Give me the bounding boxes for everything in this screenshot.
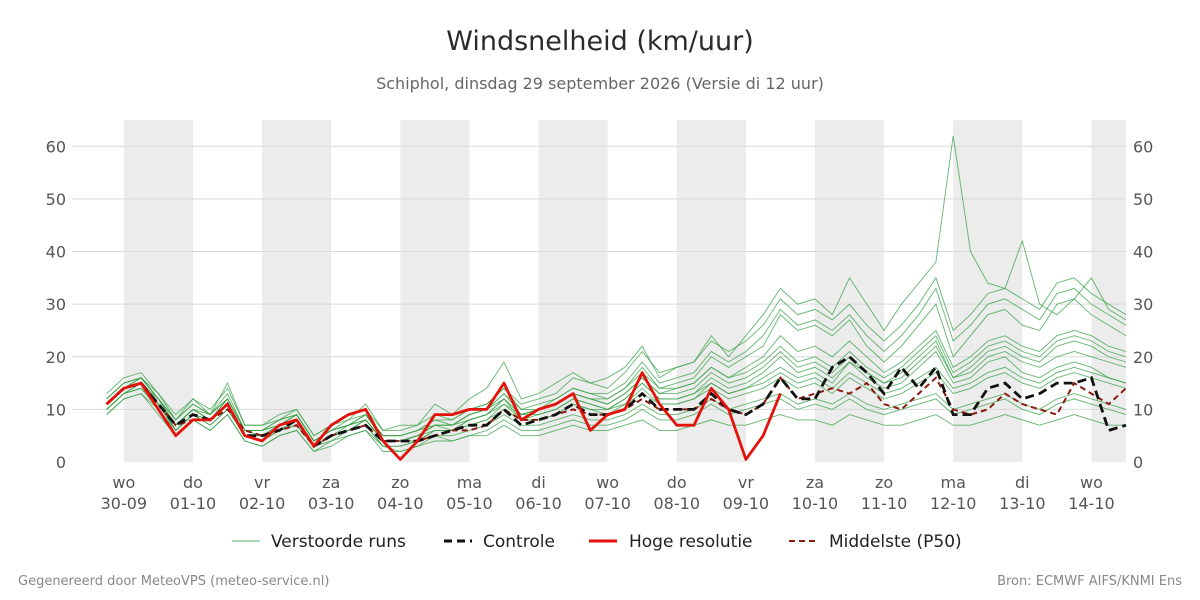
day-band (676, 120, 746, 462)
y-tick-label: 0 (56, 453, 66, 472)
day-band (538, 120, 608, 462)
y-tick-label: 20 (46, 348, 66, 367)
y-tick-label: 50 (1133, 190, 1153, 209)
x-tick-date: 07-10 (584, 494, 631, 513)
y-tick-label: 40 (46, 243, 66, 262)
x-tick-date: 06-10 (515, 494, 562, 513)
day-band (262, 120, 332, 462)
y-tick-label: 10 (1133, 400, 1153, 419)
x-tick-day: zo (391, 473, 409, 492)
y-tick-label: 0 (1133, 453, 1143, 472)
y-tick-label: 60 (46, 137, 66, 156)
chart-subtitle: Schiphol, dinsdag 29 september 2026 (Ver… (376, 74, 824, 93)
y-tick-label: 30 (46, 295, 66, 314)
y-tick-label: 30 (1133, 295, 1153, 314)
x-tick-day: di (531, 473, 546, 492)
x-tick-date: 02-10 (239, 494, 286, 513)
x-tick-day: za (806, 473, 824, 492)
day-band (953, 120, 1023, 462)
hires-line-group (105, 371, 782, 461)
y-tick-label: 50 (46, 190, 66, 209)
x-tick-day: do (667, 473, 687, 492)
day-band (1091, 120, 1126, 462)
x-tick-date: 11-10 (861, 494, 908, 513)
x-tick-date: 09-10 (723, 494, 770, 513)
chart-title: Windsnelheid (km/uur) (446, 26, 754, 57)
ensemble-line (106, 334, 1127, 442)
x-tick-day: zo (875, 473, 893, 492)
x-axis: wo 30-09 do 01-10 vr 02-10 za 03-10 zo 04-10 ma 05-… (101, 473, 1115, 513)
y-tick-label: 60 (1133, 137, 1153, 156)
x-tick-day: vr (738, 473, 754, 492)
x-tick-day: vr (254, 473, 270, 492)
x-tick-date: 03-10 (308, 494, 355, 513)
y-tick-label: 10 (46, 400, 66, 419)
x-tick-date: 14-10 (1068, 494, 1115, 513)
x-tick-day: wo (112, 473, 135, 492)
x-tick-day: di (1015, 473, 1030, 492)
x-tick-date: 13-10 (999, 494, 1046, 513)
x-tick-date: 04-10 (377, 494, 424, 513)
x-tick-date: 01-10 (170, 494, 217, 513)
x-tick-day: wo (596, 473, 619, 492)
x-tick-date: 30-09 (101, 494, 148, 513)
legend-label-hires: Hoge resolutie (629, 532, 753, 552)
x-tick-date: 12-10 (930, 494, 977, 513)
x-tick-day: do (183, 473, 203, 492)
y-tick-label: 40 (1133, 243, 1153, 262)
legend-label-ensemble: Verstoorde runs (271, 532, 406, 552)
footer-source: Bron: ECMWF AIFS/KNMI Ens (997, 574, 1182, 589)
x-tick-day: ma (457, 473, 482, 492)
x-tick-date: 05-10 (446, 494, 493, 513)
day-band (123, 120, 193, 462)
x-tick-date: 08-10 (654, 494, 701, 513)
day-band (400, 120, 470, 462)
ensemble-line (106, 135, 1127, 437)
y-axis-right: 0 10 20 30 40 50 60 (1133, 137, 1153, 472)
ensemble-line (106, 393, 1126, 453)
legend: Verstoorde runs Controle Hoge resolutie … (232, 532, 962, 552)
x-tick-day: za (322, 473, 340, 492)
x-tick-day: wo (1080, 473, 1103, 492)
x-tick-date: 10-10 (792, 494, 839, 513)
legend-label-median: Middelste (P50) (829, 532, 962, 552)
hires-line (105, 371, 782, 461)
ensemble-line (106, 276, 1127, 437)
y-axis-left: 0 10 20 30 40 50 60 (46, 137, 66, 472)
day-band (814, 120, 885, 462)
footer-generated-by: Gegenereerd door MeteoVPS (meteo-service… (18, 574, 329, 589)
legend-label-control: Controle (483, 532, 555, 552)
y-tick-label: 20 (1133, 348, 1153, 367)
x-tick-day: ma (941, 473, 966, 492)
